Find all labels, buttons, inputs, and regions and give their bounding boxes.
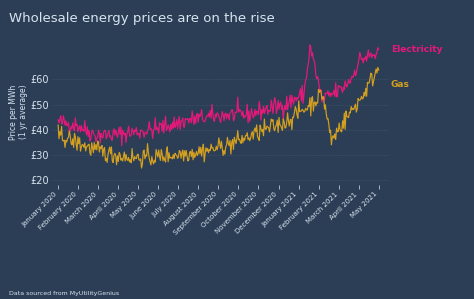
Y-axis label: Price per MWh
(1 yr average): Price per MWh (1 yr average): [9, 85, 28, 140]
Text: Data sourced from MyUtilityGenius: Data sourced from MyUtilityGenius: [9, 291, 119, 296]
Text: Electricity: Electricity: [391, 45, 442, 54]
Text: Wholesale energy prices are on the rise: Wholesale energy prices are on the rise: [9, 12, 275, 25]
Text: Gas: Gas: [391, 80, 410, 89]
